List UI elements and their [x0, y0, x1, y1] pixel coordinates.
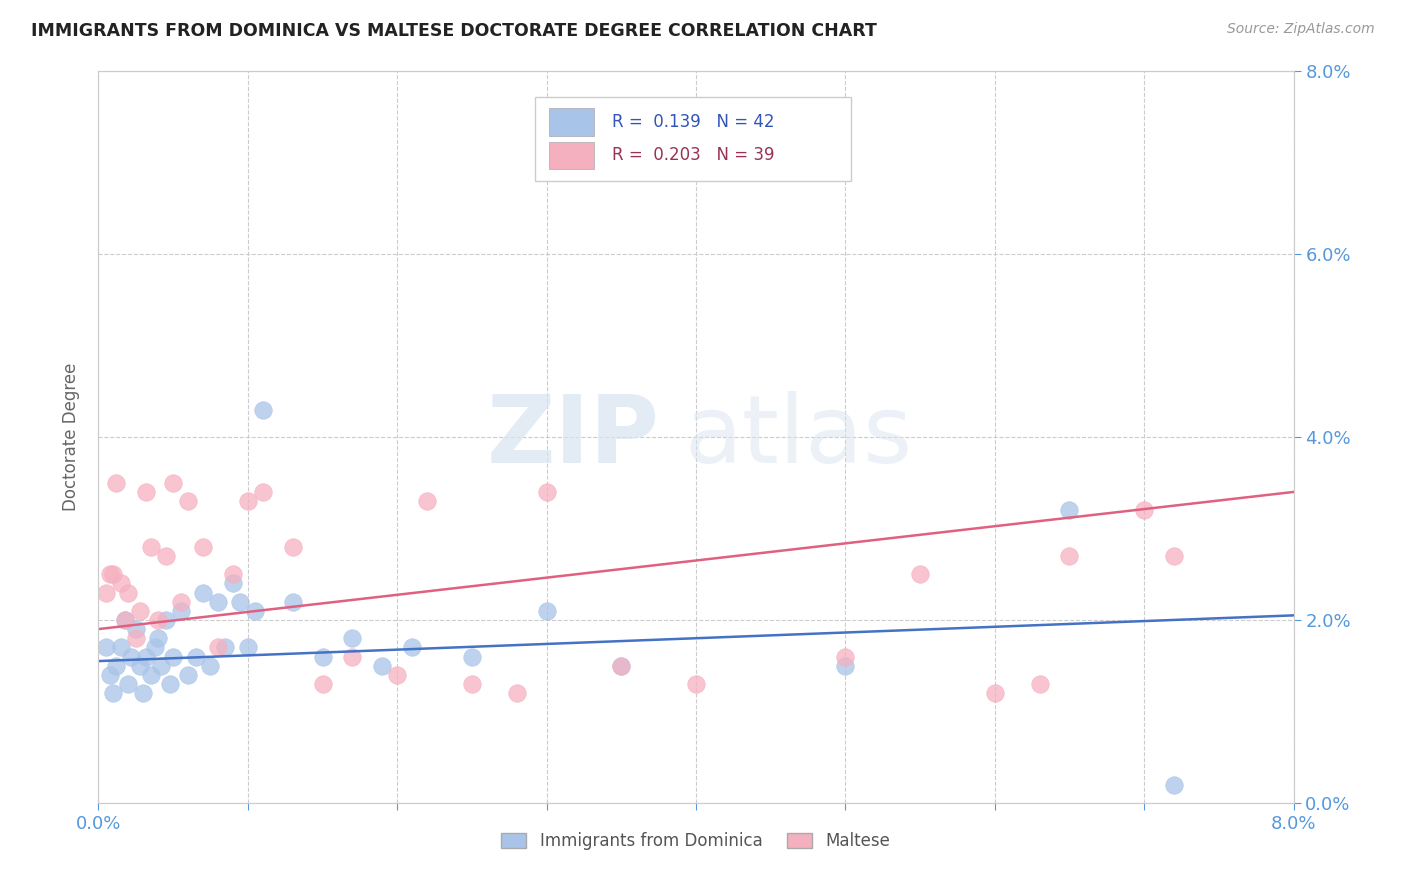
Point	[169, 594, 191, 608]
Point	[245, 604, 267, 618]
Point	[98, 667, 122, 681]
Point	[416, 494, 439, 508]
Point	[207, 594, 229, 608]
Point	[610, 658, 633, 673]
Point	[162, 649, 184, 664]
Point	[117, 585, 139, 599]
Point	[1163, 778, 1185, 792]
Point	[110, 640, 132, 655]
FancyBboxPatch shape	[548, 108, 595, 136]
Legend: Immigrants from Dominica, Maltese: Immigrants from Dominica, Maltese	[495, 825, 897, 856]
Point	[177, 494, 200, 508]
Point	[536, 604, 558, 618]
Point	[110, 576, 132, 591]
Point	[162, 475, 184, 490]
Point	[1059, 503, 1081, 517]
Point	[94, 585, 117, 599]
Point	[984, 686, 1007, 700]
Point	[461, 649, 484, 664]
Point	[148, 613, 170, 627]
Point	[120, 649, 142, 664]
Point	[908, 567, 931, 582]
Point	[169, 604, 191, 618]
Point	[311, 649, 333, 664]
Point	[155, 613, 177, 627]
Point	[139, 667, 162, 681]
Point	[506, 686, 529, 700]
Point	[159, 677, 181, 691]
Point	[148, 632, 170, 646]
Point	[834, 649, 856, 664]
Y-axis label: Doctorate Degree: Doctorate Degree	[62, 363, 80, 511]
Point	[105, 475, 128, 490]
Point	[311, 677, 333, 691]
Point	[129, 604, 152, 618]
Point	[759, 165, 782, 179]
Point	[1163, 549, 1185, 563]
Point	[252, 402, 274, 417]
Text: ZIP: ZIP	[488, 391, 661, 483]
Text: R =  0.139   N = 42: R = 0.139 N = 42	[613, 112, 775, 131]
Point	[207, 640, 229, 655]
Point	[236, 494, 259, 508]
Text: R =  0.203   N = 39: R = 0.203 N = 39	[613, 146, 775, 164]
Point	[461, 677, 484, 691]
Point	[536, 485, 558, 500]
Point	[155, 549, 177, 563]
Point	[236, 640, 259, 655]
Point	[685, 677, 707, 691]
Point	[132, 686, 155, 700]
Text: atlas: atlas	[685, 391, 912, 483]
FancyBboxPatch shape	[534, 97, 852, 181]
Point	[125, 622, 148, 636]
Point	[252, 485, 274, 500]
Point	[117, 677, 139, 691]
Point	[114, 613, 136, 627]
Text: IMMIGRANTS FROM DOMINICA VS MALTESE DOCTORATE DEGREE CORRELATION CHART: IMMIGRANTS FROM DOMINICA VS MALTESE DOCT…	[31, 22, 877, 40]
Point	[1133, 503, 1156, 517]
Point	[371, 658, 394, 673]
Point	[135, 485, 157, 500]
Point	[177, 667, 200, 681]
Point	[200, 658, 222, 673]
FancyBboxPatch shape	[548, 142, 595, 169]
Point	[105, 658, 128, 673]
Point	[103, 686, 125, 700]
Point	[135, 649, 157, 664]
Point	[191, 540, 214, 554]
Point	[229, 594, 252, 608]
Point	[834, 658, 856, 673]
Point	[1059, 549, 1081, 563]
Point	[214, 640, 236, 655]
Point	[281, 540, 304, 554]
Point	[222, 576, 245, 591]
Point	[342, 632, 364, 646]
Point	[191, 585, 214, 599]
Point	[184, 649, 207, 664]
Point	[150, 658, 173, 673]
Point	[342, 649, 364, 664]
Point	[1028, 677, 1050, 691]
Point	[281, 594, 304, 608]
Point	[114, 613, 136, 627]
Point	[401, 640, 423, 655]
Point	[139, 540, 162, 554]
Point	[385, 667, 409, 681]
Text: Source: ZipAtlas.com: Source: ZipAtlas.com	[1227, 22, 1375, 37]
Point	[103, 567, 125, 582]
Point	[98, 567, 122, 582]
Point	[125, 632, 148, 646]
Point	[129, 658, 152, 673]
Point	[94, 640, 117, 655]
Point	[222, 567, 245, 582]
Point	[143, 640, 166, 655]
Point	[610, 658, 633, 673]
